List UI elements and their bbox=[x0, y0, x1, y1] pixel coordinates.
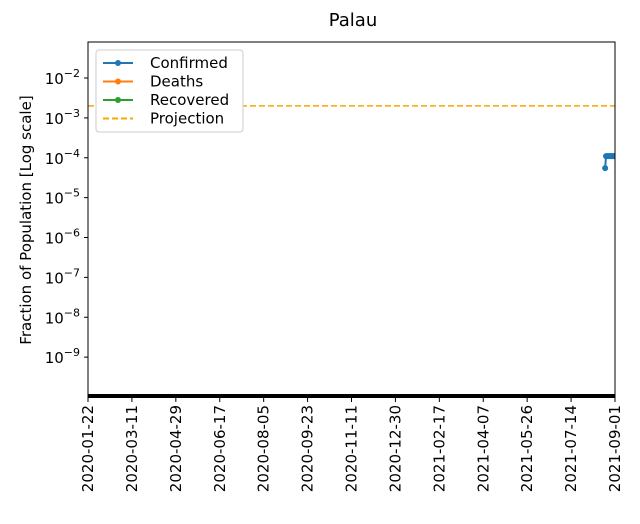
x-tick-label: 2020-12-30 bbox=[386, 405, 404, 492]
x-tick-label: 2020-01-22 bbox=[79, 405, 97, 492]
y-tick-label: 10−3 bbox=[45, 107, 80, 128]
x-tick-label: 2021-04-07 bbox=[474, 405, 492, 492]
y-tick-label: 10−7 bbox=[45, 266, 80, 287]
plot-frame bbox=[87, 41, 616, 398]
y-tick-label: 10−6 bbox=[45, 227, 80, 248]
y-tick-label: 10−5 bbox=[45, 187, 80, 208]
y-tick-label: 10−8 bbox=[45, 306, 80, 327]
legend-label: Recovered bbox=[150, 91, 229, 109]
data-point bbox=[612, 153, 615, 160]
y-axis-label: Fraction of Population [Log scale] bbox=[17, 95, 35, 344]
x-tick-label: 2020-09-23 bbox=[299, 405, 317, 492]
data-point bbox=[602, 165, 609, 172]
x-tick-label: 2020-11-11 bbox=[343, 405, 361, 492]
x-tick-label: 2020-03-11 bbox=[123, 405, 141, 492]
x-tick-label: 2021-09-01 bbox=[606, 405, 624, 492]
legend-marker bbox=[115, 60, 121, 66]
legend-label: Confirmed bbox=[150, 54, 228, 72]
x-tick-label: 2020-06-17 bbox=[211, 405, 229, 492]
x-tick-label: 2021-07-14 bbox=[562, 405, 580, 492]
y-tick-label: 10−9 bbox=[45, 346, 80, 367]
chart-title: Palau bbox=[329, 10, 378, 31]
legend-label: Projection bbox=[150, 110, 224, 128]
legend-box bbox=[95, 49, 244, 133]
y-tick-label: 10−4 bbox=[45, 147, 80, 168]
x-tick-label: 2021-02-17 bbox=[430, 405, 448, 492]
y-tick-label: 10−2 bbox=[45, 67, 80, 88]
x-tick-label: 2020-08-05 bbox=[255, 405, 273, 492]
plot-area bbox=[88, 105, 615, 172]
x-minor-ticks bbox=[88, 394, 615, 398]
legend-marker bbox=[115, 97, 121, 103]
legend-label: Deaths bbox=[150, 73, 203, 91]
x-tick-label: 2020-04-29 bbox=[167, 405, 185, 492]
legend-marker bbox=[115, 78, 121, 85]
x-tick-label: 2021-05-26 bbox=[518, 405, 536, 492]
